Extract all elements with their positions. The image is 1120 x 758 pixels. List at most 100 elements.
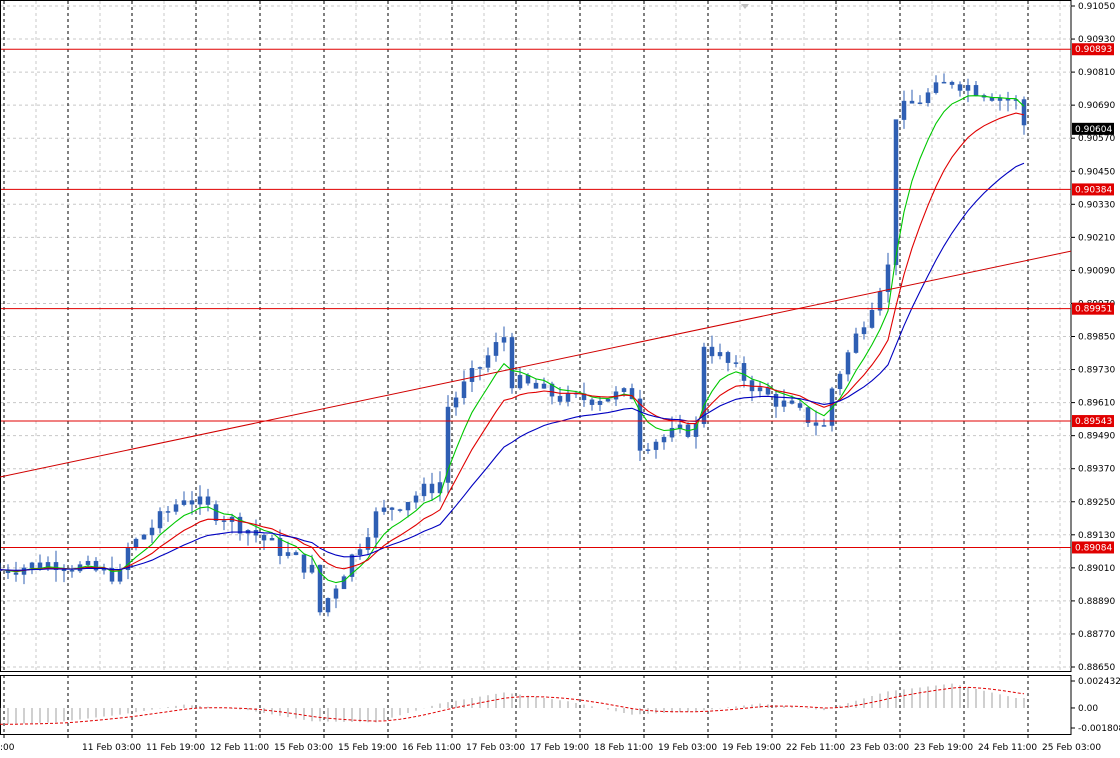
candle-body	[13, 572, 19, 575]
candle	[1013, 95, 1019, 110]
oscillator-signal-line	[0, 686, 1025, 725]
candle	[53, 550, 59, 582]
candle-body	[741, 363, 747, 381]
candle-body	[517, 374, 523, 389]
candle	[957, 81, 963, 97]
candle	[373, 507, 379, 549]
candle	[637, 389, 643, 461]
candle	[93, 557, 99, 573]
candle	[741, 356, 747, 388]
price-tick-label: 0.91050	[1078, 2, 1115, 12]
candle-body	[53, 562, 59, 571]
level-price-tag	[1072, 541, 1114, 554]
price-tick-label: 0.90450	[1078, 167, 1115, 177]
candle	[149, 519, 155, 543]
date-tick-label: 22 Feb 11:00	[786, 743, 845, 753]
candle	[837, 371, 843, 396]
candle-body	[477, 367, 483, 369]
candle-body	[893, 119, 899, 266]
candle-body	[565, 392, 571, 402]
candle-body	[661, 436, 667, 443]
candle	[1021, 96, 1027, 135]
candle-body	[421, 483, 427, 497]
candle-body	[621, 388, 627, 392]
level-price-label: 0.90893	[1075, 45, 1112, 55]
candle-body	[85, 560, 91, 565]
candle	[197, 485, 203, 515]
candle-body	[149, 527, 155, 536]
candle	[365, 528, 371, 556]
candle-body	[645, 449, 651, 451]
date-tick-label: 17 Feb 03:00	[466, 743, 525, 753]
date-tick-label: 23 Feb 19:00	[914, 743, 973, 753]
candle-body	[181, 500, 187, 505]
candle	[845, 349, 851, 382]
candle-body	[845, 352, 851, 375]
candle-body	[501, 337, 507, 343]
level-price-tag	[1072, 43, 1114, 56]
candle-body	[293, 552, 299, 556]
candle	[661, 434, 667, 450]
candle	[301, 554, 307, 580]
candle-body	[93, 560, 99, 571]
candle	[901, 90, 907, 129]
price-tick-label: 0.89610	[1078, 399, 1115, 409]
candle-body	[357, 549, 363, 556]
price-tick-label: 0.90690	[1078, 101, 1115, 111]
candle	[253, 519, 259, 543]
candle	[893, 119, 899, 276]
candle	[869, 302, 875, 329]
candle-body	[613, 391, 619, 400]
current-price-tag	[1072, 122, 1114, 135]
candle-body	[197, 496, 203, 505]
candle-body	[61, 569, 67, 572]
candle-body	[773, 393, 779, 407]
candle-body	[813, 422, 819, 426]
trendline[interactable]	[0, 250, 1072, 478]
candle	[333, 585, 339, 609]
candle	[477, 366, 483, 381]
candle-body	[917, 102, 923, 105]
candle	[109, 556, 115, 585]
candle-body	[941, 81, 947, 84]
candle	[605, 398, 611, 402]
price-grid	[1, 5, 1071, 668]
candle-body	[605, 398, 611, 402]
candle-body	[341, 576, 347, 590]
candle	[157, 507, 163, 534]
current-price-label: 0.90604	[1075, 125, 1112, 135]
candle	[493, 332, 499, 362]
candle	[445, 395, 451, 494]
candle-body	[637, 398, 643, 451]
candle	[5, 564, 11, 580]
date-tick-label: 15 Feb 19:00	[338, 743, 397, 753]
candle	[501, 326, 507, 352]
price-tick-label: 0.88650	[1078, 663, 1115, 673]
candle-body	[525, 374, 531, 384]
candle	[421, 477, 427, 502]
candle-body	[205, 496, 211, 505]
candle	[733, 355, 739, 368]
date-tick-label: 18 Feb 11:00	[594, 743, 653, 753]
candle-body	[461, 381, 467, 399]
scroll-marker-icon[interactable]	[741, 4, 749, 9]
candle	[997, 94, 1003, 111]
candle	[349, 553, 355, 582]
level-price-tag	[1072, 302, 1114, 315]
candle-body	[237, 516, 243, 534]
candle-body	[949, 81, 955, 85]
candle	[949, 80, 955, 89]
date-tick-label: :00	[0, 743, 15, 753]
candle	[909, 89, 915, 104]
candle-body	[805, 407, 811, 423]
candle-body	[509, 337, 515, 389]
candle	[725, 350, 731, 372]
candle	[285, 541, 291, 559]
candle-body	[189, 500, 195, 505]
candle-body	[309, 564, 315, 573]
candle	[853, 327, 859, 354]
candle	[389, 506, 395, 521]
moving-average-fast	[0, 95, 1025, 584]
candle	[701, 342, 707, 428]
